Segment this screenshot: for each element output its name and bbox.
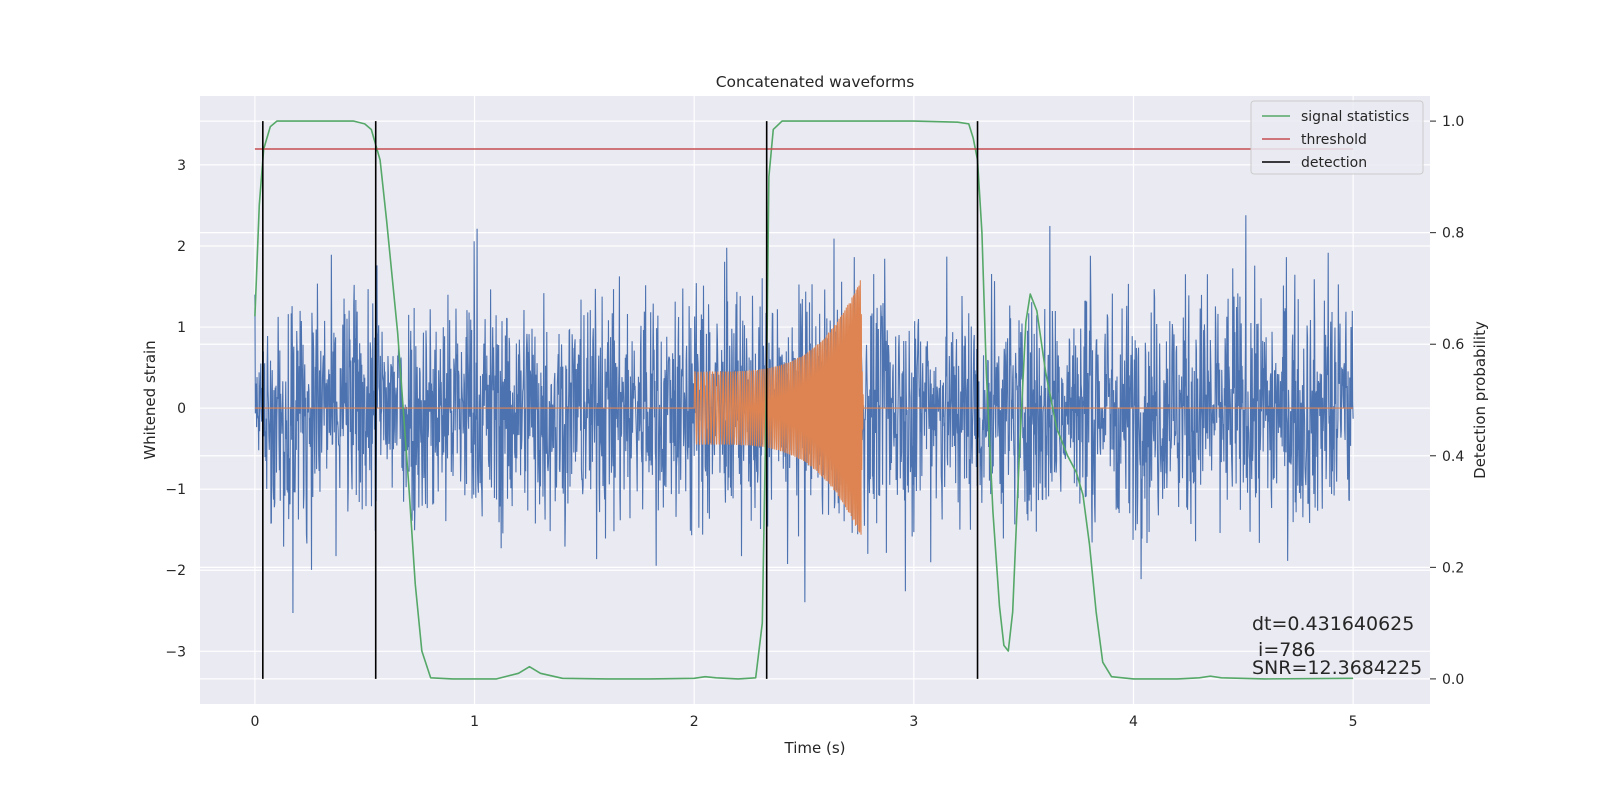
- y2-tick-label: 0.4: [1442, 449, 1464, 465]
- stats-layer: [254, 120, 1354, 680]
- y-axis-label: Whitened strain: [141, 340, 159, 459]
- template-series-line: [254, 280, 1354, 535]
- legend-label-signal-statistics: signal statistics: [1301, 109, 1409, 125]
- y-tick-label: 2: [177, 239, 186, 255]
- legend: signal statistics threshold detection: [1250, 100, 1424, 175]
- template-layer: [254, 280, 1354, 535]
- y-tick-label: −3: [165, 644, 186, 660]
- x-axis-ticks: 0 1 2 3 4 5: [250, 714, 1357, 730]
- detection-layer: [262, 121, 979, 679]
- signal-statistics-line: [254, 120, 1354, 680]
- y-tick-label: −1: [165, 482, 186, 498]
- legend-box: [1250, 100, 1424, 175]
- y-axis-ticks: −3 −2 −1 0 1 2 3: [165, 158, 186, 660]
- y2-axis-label: Detection probability: [1471, 321, 1489, 479]
- x-tick-label: 3: [909, 714, 918, 730]
- legend-label-threshold: threshold: [1301, 132, 1367, 148]
- annotation-index: i=786: [1252, 639, 1316, 661]
- x-tick-label: 0: [250, 714, 259, 730]
- x-axis-label: Time (s): [784, 739, 846, 757]
- x-tick-label: 4: [1129, 714, 1138, 730]
- annotation-snr: SNR=12.3684225: [1252, 657, 1422, 679]
- y2-tick-label: 0.2: [1442, 560, 1464, 576]
- chart-title: Concatenated waveforms: [716, 73, 915, 91]
- y2-tick-label: 0.8: [1442, 226, 1464, 242]
- x-tick-label: 2: [690, 714, 699, 730]
- y2-tick-label: 0.6: [1442, 337, 1464, 353]
- y2-tick-label: 1.0: [1442, 114, 1464, 130]
- y-tick-label: 1: [177, 320, 186, 336]
- y2-axis-ticks: 0.0 0.2 0.4 0.6 0.8 1.0: [1430, 114, 1464, 688]
- legend-label-detection: detection: [1301, 155, 1367, 171]
- x-tick-label: 1: [470, 714, 479, 730]
- y-tick-label: 3: [177, 158, 186, 174]
- y-tick-label: 0: [177, 401, 186, 417]
- annotation-dt: dt=0.431640625: [1252, 613, 1414, 635]
- x-tick-label: 5: [1349, 714, 1358, 730]
- y-tick-label: −2: [165, 563, 186, 579]
- y2-tick-label: 0.0: [1442, 672, 1464, 688]
